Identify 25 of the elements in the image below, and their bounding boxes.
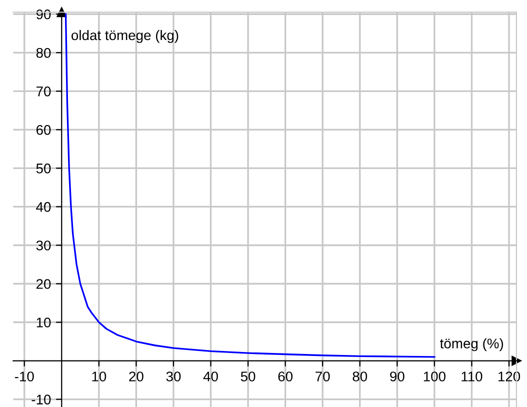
y-tick-label: 20	[36, 279, 51, 289]
x-tick-label: 40	[203, 372, 218, 382]
x-tick-label: 50	[240, 372, 256, 382]
x-tick-label: 100	[424, 372, 446, 382]
x-axis-title: tömeg (%)	[440, 338, 504, 352]
x-tick-label: 10	[92, 372, 106, 382]
y-tick-label: 30	[36, 240, 51, 250]
y-tick-label: 40	[36, 202, 51, 212]
x-tick-label: 60	[278, 372, 293, 382]
y-axis-title: oldat tömege (kg)	[72, 30, 178, 43]
x-tick-label: 120	[498, 372, 520, 382]
y-tick-label: 60	[36, 125, 51, 135]
y-tick-label: 90	[36, 9, 51, 20]
x-tick-label: -10	[14, 372, 34, 382]
x-tick-label: 80	[352, 372, 368, 382]
x-tick-label: 90	[390, 372, 404, 382]
x-tick-label: 110	[462, 372, 482, 382]
x-tick-label: 30	[166, 372, 181, 382]
x-tick-label: 70	[316, 372, 330, 382]
y-tick-label: 70	[36, 86, 51, 96]
y-tick-label: 50	[36, 164, 51, 174]
y-tick-label: -10	[32, 394, 51, 404]
y-tick-label: 80	[36, 48, 51, 58]
x-tick-label: 20	[129, 372, 144, 382]
y-tick-label: 10	[36, 318, 51, 328]
